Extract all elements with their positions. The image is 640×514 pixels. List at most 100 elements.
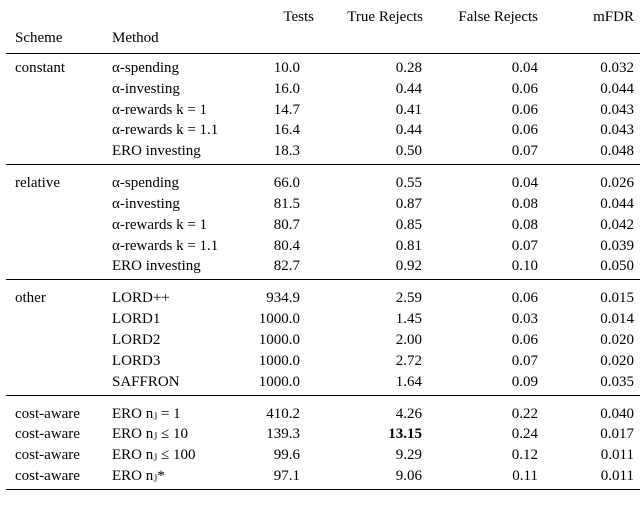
table-cell: 0.04 bbox=[511, 60, 538, 76]
table-cell: 81.5 bbox=[273, 196, 300, 212]
table-cell: 0.10 bbox=[511, 258, 538, 275]
table-cell: LORD2 bbox=[112, 332, 161, 348]
table-cell: 0.08 bbox=[511, 216, 538, 233]
rule bbox=[6, 53, 640, 54]
table-cell: 0.06 bbox=[511, 290, 538, 307]
table-cell: 0.040 bbox=[600, 405, 634, 422]
table-cell: 82.7 bbox=[273, 258, 300, 275]
table-cell: 1000.0 bbox=[258, 332, 300, 348]
table-cell: 0.014 bbox=[600, 311, 634, 328]
table-cell: 0.044 bbox=[600, 80, 634, 97]
table-cell: 0.042 bbox=[600, 216, 634, 233]
table-cell: 0.07 bbox=[511, 143, 538, 160]
table-cell: 1000.0 bbox=[258, 311, 300, 328]
table-cell: 18.3 bbox=[273, 143, 300, 160]
table-cell: 9.06 bbox=[395, 468, 422, 484]
table-cell: 0.28 bbox=[395, 60, 422, 76]
rule bbox=[6, 279, 640, 281]
table-cell: α-rewards k = 1.1 bbox=[112, 237, 219, 254]
table-cell: 0.039 bbox=[600, 237, 634, 254]
table-cell: 99.6 bbox=[273, 447, 300, 464]
table-cell: 0.017 bbox=[600, 426, 634, 443]
table-cell: 0.44 bbox=[395, 80, 422, 97]
table-cell: 13.15 bbox=[388, 426, 422, 443]
table-cell: 0.08 bbox=[511, 196, 538, 212]
table-cell: 0.015 bbox=[600, 290, 634, 307]
table-cell: 0.06 bbox=[511, 80, 538, 97]
table-cell: 97.1 bbox=[273, 468, 300, 484]
header-cell: mFDR bbox=[593, 9, 634, 25]
table-cell: α-rewards k = 1 bbox=[112, 216, 208, 233]
header-cell: True Rejects bbox=[347, 9, 423, 25]
table-cell: 0.020 bbox=[600, 332, 634, 348]
table-cell: relative bbox=[15, 175, 60, 192]
table-cell: 0.07 bbox=[511, 352, 538, 369]
table-cell: 0.92 bbox=[395, 258, 422, 275]
table-cell: 0.12 bbox=[511, 447, 538, 464]
table-cell: 2.00 bbox=[395, 332, 422, 348]
table-cell: 14.7 bbox=[273, 101, 300, 118]
table-cell: 0.44 bbox=[395, 122, 422, 139]
table-cell: LORD3 bbox=[112, 352, 161, 369]
table-cell: ERO investing bbox=[112, 258, 201, 275]
table-cell: 0.50 bbox=[395, 143, 422, 160]
header-cell: False Rejects bbox=[458, 9, 538, 25]
table-cell: 66.0 bbox=[273, 175, 300, 192]
table-cell: ERO nⱼ = 1 bbox=[112, 405, 181, 422]
table-cell: 0.85 bbox=[395, 216, 422, 233]
table-cell: α-rewards k = 1 bbox=[112, 101, 208, 118]
table-cell: 16.4 bbox=[273, 122, 300, 139]
table-cell: 0.011 bbox=[600, 468, 634, 484]
table-cell: 0.55 bbox=[395, 175, 422, 192]
table-cell: constant bbox=[15, 60, 65, 76]
table-cell: other bbox=[15, 290, 46, 307]
table-cell: 934.9 bbox=[266, 290, 300, 307]
table-cell: SAFFRON bbox=[112, 373, 180, 390]
table-cell: ERO nⱼ ≤ 100 bbox=[112, 447, 196, 464]
table-cell: 2.72 bbox=[395, 352, 422, 369]
table-cell: 0.06 bbox=[511, 101, 538, 118]
table-cell: cost-aware bbox=[15, 447, 80, 464]
table-cell: 1.64 bbox=[395, 373, 422, 390]
header-cell: Method bbox=[112, 30, 159, 46]
table-cell: ERO investing bbox=[112, 143, 201, 160]
table-cell: 0.04 bbox=[511, 175, 538, 192]
table-cell: 80.7 bbox=[273, 216, 300, 233]
table-cell: 0.24 bbox=[511, 426, 538, 443]
table-cell: LORD++ bbox=[112, 290, 170, 307]
table-cell: α-rewards k = 1.1 bbox=[112, 122, 219, 139]
table-cell: α-spending bbox=[112, 175, 180, 192]
table-cell: α-spending bbox=[112, 60, 180, 76]
table-cell: 0.07 bbox=[511, 237, 538, 254]
table-cell: 1.45 bbox=[395, 311, 422, 328]
table-cell: LORD1 bbox=[112, 311, 161, 328]
table-cell: 0.87 bbox=[395, 196, 422, 212]
header-cell: Scheme bbox=[15, 30, 63, 46]
table-cell: 0.09 bbox=[511, 373, 538, 390]
table-cell: 0.032 bbox=[600, 60, 634, 76]
table-cell: 0.06 bbox=[511, 122, 538, 139]
table-cell: 0.050 bbox=[600, 258, 634, 275]
table-cell: 80.4 bbox=[273, 237, 300, 254]
rule bbox=[6, 489, 640, 490]
rule bbox=[6, 164, 640, 166]
table-cell: 0.011 bbox=[600, 447, 634, 464]
table-cell: 0.41 bbox=[395, 101, 422, 118]
table-cell: 10.0 bbox=[273, 60, 300, 76]
table-cell: cost-aware bbox=[15, 426, 80, 443]
table-cell: 0.81 bbox=[395, 237, 422, 254]
table-cell: cost-aware bbox=[15, 468, 80, 484]
table-cell: 410.2 bbox=[266, 405, 300, 422]
table-cell: 9.29 bbox=[395, 447, 422, 464]
table-cell: 4.26 bbox=[395, 405, 422, 422]
table-cell: α-investing bbox=[112, 80, 180, 97]
table-cell: ERO nⱼ ≤ 10 bbox=[112, 426, 188, 443]
table-cell: 1000.0 bbox=[258, 352, 300, 369]
table-cell: 0.11 bbox=[512, 468, 538, 484]
table-cell: 0.03 bbox=[511, 311, 538, 328]
table-cell: α-investing bbox=[112, 196, 180, 212]
table-cell: ERO nⱼ* bbox=[112, 468, 165, 484]
table-cell: 0.026 bbox=[600, 175, 634, 192]
table-cell: 0.22 bbox=[511, 405, 538, 422]
